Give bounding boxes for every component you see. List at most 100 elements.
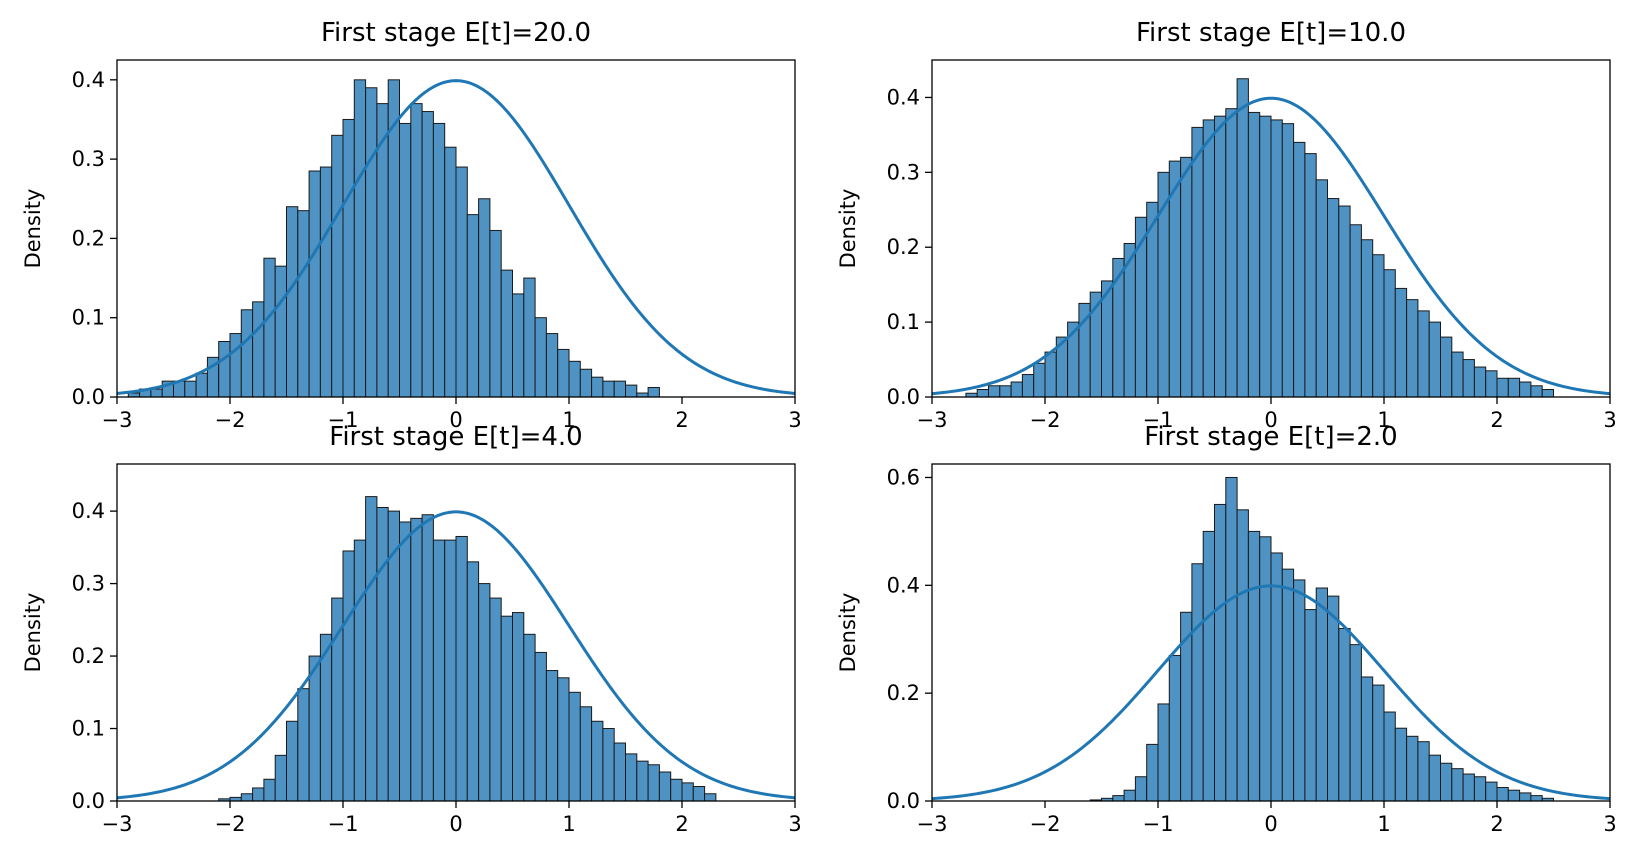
histogram-bar xyxy=(421,111,434,398)
y-tick-label: 0.1 xyxy=(72,306,105,330)
histogram-bar xyxy=(1191,563,1204,802)
histogram-bar xyxy=(1440,336,1453,398)
histogram-bar xyxy=(274,754,288,802)
histogram-bar xyxy=(647,764,660,802)
histogram-bar xyxy=(1372,684,1385,802)
histogram-bar xyxy=(1383,711,1396,802)
histogram-bar xyxy=(455,535,468,802)
histogram-bar xyxy=(1168,654,1182,802)
histogram-bar xyxy=(1451,351,1464,398)
histogram-bar xyxy=(1417,310,1430,398)
histogram-bar xyxy=(1349,644,1362,802)
x-tick-label: 3 xyxy=(788,812,801,836)
histogram-bar xyxy=(1473,776,1487,802)
x-tick-label: −1 xyxy=(328,812,359,836)
normal-density-line xyxy=(116,79,796,395)
histogram-bar xyxy=(353,539,367,802)
histogram-bar xyxy=(218,340,231,398)
histogram-bar xyxy=(478,198,491,398)
histogram-bar xyxy=(1519,381,1532,398)
normal-density-line xyxy=(116,510,796,800)
histogram-bar xyxy=(591,376,604,398)
histogram-bar xyxy=(1496,787,1509,802)
x-tick-label: −2 xyxy=(1030,812,1061,836)
histogram-bar xyxy=(1021,374,1035,398)
x-tick-label: −2 xyxy=(1030,408,1061,432)
y-tick-label: 0.3 xyxy=(887,160,920,184)
histogram-bar xyxy=(1304,153,1317,398)
histogram-bar xyxy=(399,521,412,802)
histogram-bar xyxy=(1462,359,1475,398)
histogram-bar xyxy=(534,651,547,802)
histogram-bar xyxy=(399,122,412,398)
chart-title: First stage E[t]=4.0 xyxy=(329,422,582,452)
y-tick-label: 0.4 xyxy=(72,499,105,523)
subplot-1: −3 −2 −1 0 1 2 3 0.0 0.1 0.2 0.3 0.4 Density First st… xyxy=(21,18,802,432)
histogram-bar xyxy=(184,380,197,398)
x-tick-label: 2 xyxy=(1490,408,1503,432)
histogram-bar xyxy=(286,720,299,802)
histogram-bar xyxy=(1146,743,1159,802)
y-tick-label: 0.1 xyxy=(72,717,105,741)
histogram-bar xyxy=(297,688,310,802)
histogram-bar xyxy=(150,388,163,398)
histogram-bar xyxy=(523,633,536,802)
histogram-bar xyxy=(591,720,604,802)
chart-title: First stage E[t]=2.0 xyxy=(1144,422,1397,452)
x-tick-label: 3 xyxy=(1603,408,1616,432)
histogram-bar xyxy=(1259,115,1272,398)
x-tick-label: −2 xyxy=(215,408,246,432)
y-axis-label: Density xyxy=(836,593,860,673)
histogram-bar xyxy=(568,691,581,802)
histogram-bar xyxy=(1349,224,1362,398)
histogram-bar xyxy=(976,389,990,398)
histogram-bar xyxy=(602,380,615,398)
x-tick-label: 3 xyxy=(788,408,801,432)
histogram-bar xyxy=(1270,552,1283,802)
histogram-bar xyxy=(1270,119,1283,398)
y-axis-label: Density xyxy=(21,593,45,673)
histogram-bar xyxy=(263,257,276,398)
histogram-bar xyxy=(670,778,683,802)
histogram-bar xyxy=(466,214,480,398)
histogram-bar xyxy=(523,277,536,398)
histogram-bar xyxy=(1451,768,1464,802)
histogram-bar xyxy=(365,87,378,398)
histogram-bar xyxy=(545,333,559,398)
histogram-bar xyxy=(579,368,593,398)
y-tick-label: 0.2 xyxy=(887,681,920,705)
y-tick-label: 0.0 xyxy=(887,789,920,813)
histogram-bar xyxy=(1406,735,1419,802)
y-tick-label: 0.3 xyxy=(72,572,105,596)
histogram-bar xyxy=(557,348,570,398)
histogram-bar xyxy=(319,166,333,398)
histogram-bar xyxy=(1530,385,1543,398)
histogram-bar xyxy=(500,269,514,398)
histogram-bar xyxy=(195,372,208,398)
histogram-bar xyxy=(625,753,638,802)
y-tick-label: 0.0 xyxy=(72,789,105,813)
x-tick-label: −3 xyxy=(917,408,948,432)
histogram-bar xyxy=(681,782,694,802)
histogram-bar xyxy=(1507,789,1521,802)
chart-title: First stage E[t]=20.0 xyxy=(321,18,591,48)
histogram-bar xyxy=(466,561,480,802)
x-tick-label: 1 xyxy=(562,812,575,836)
histogram-bar xyxy=(1033,362,1046,398)
y-tick-label: 0.0 xyxy=(72,385,105,409)
y-tick-label: 0.0 xyxy=(887,385,920,409)
histogram-bar xyxy=(1112,795,1125,802)
histogram-bar xyxy=(1496,377,1509,398)
x-tick-label: −1 xyxy=(1143,812,1174,836)
subplot-4: −3 −2 −1 0 1 2 3 0.0 0.2 0.4 0.6 Density First stage… xyxy=(836,422,1617,836)
histogram-bar xyxy=(658,771,672,802)
x-tick-label: 1 xyxy=(562,408,575,432)
histogram-bar xyxy=(500,615,514,802)
histogram-bar xyxy=(1259,536,1272,802)
x-tick-label: −1 xyxy=(1143,408,1174,432)
histogram-bar xyxy=(297,210,310,398)
y-tick-label: 0.4 xyxy=(887,573,920,597)
histogram-bar xyxy=(263,778,276,802)
histogram-bar xyxy=(410,103,423,398)
histogram-bar xyxy=(432,122,446,398)
